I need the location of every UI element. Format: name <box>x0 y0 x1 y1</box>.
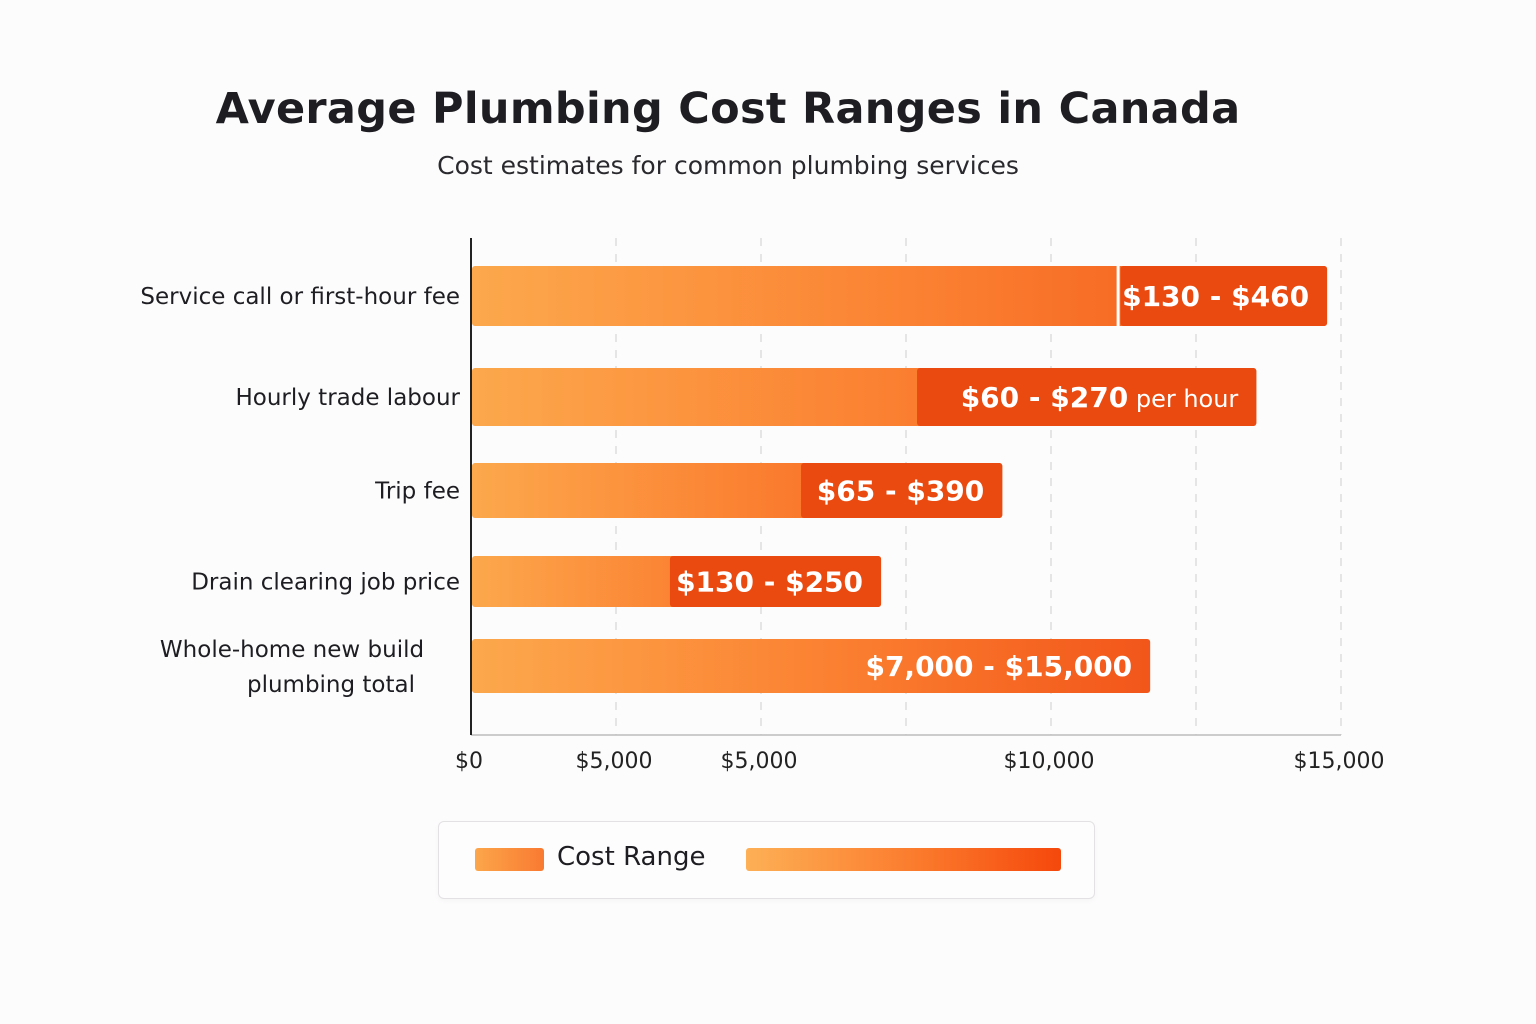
bar-value-label: $60 - $270 per hour <box>961 381 1239 414</box>
legend-label: Cost Range <box>557 842 706 872</box>
category-label: Drain clearing job price <box>191 570 460 596</box>
bar-value-label: $130 - $250 <box>676 566 863 599</box>
legend-gradient-bar <box>746 848 1061 871</box>
bar-highlight-segment <box>917 368 1257 426</box>
bar-highlight-segment <box>669 556 882 607</box>
bar <box>472 639 1151 693</box>
bar-segment-divider <box>1116 266 1120 326</box>
x-tick-label: $5,000 <box>576 749 653 774</box>
x-tick-label: $10,000 <box>1004 749 1095 774</box>
x-tick-label: $0 <box>455 749 483 774</box>
category-label: Trip fee <box>374 479 460 505</box>
bar-value-label: $7,000 - $15,000 <box>865 650 1132 683</box>
bar <box>472 266 1328 326</box>
chart-subtitle: Cost estimates for common plumbing servi… <box>437 151 1019 180</box>
chart-title: Average Plumbing Cost Ranges in Canada <box>215 84 1241 134</box>
category-label: Hourly trade labour <box>235 385 460 411</box>
bar-highlight-segment <box>1120 266 1328 326</box>
category-label: Service call or first-hour fee <box>140 284 460 310</box>
legend-swatch <box>475 848 544 871</box>
bar-highlight-segment <box>801 463 1003 518</box>
bar-value-label: $130 - $460 <box>1122 280 1309 313</box>
bar-value-label: $65 - $390 <box>817 475 985 508</box>
x-tick-label: $15,000 <box>1294 749 1385 774</box>
x-tick-label: $5,000 <box>721 749 798 774</box>
category-label: Whole-home new build plumbing total <box>160 637 424 698</box>
legend: Cost Range <box>438 821 1095 899</box>
